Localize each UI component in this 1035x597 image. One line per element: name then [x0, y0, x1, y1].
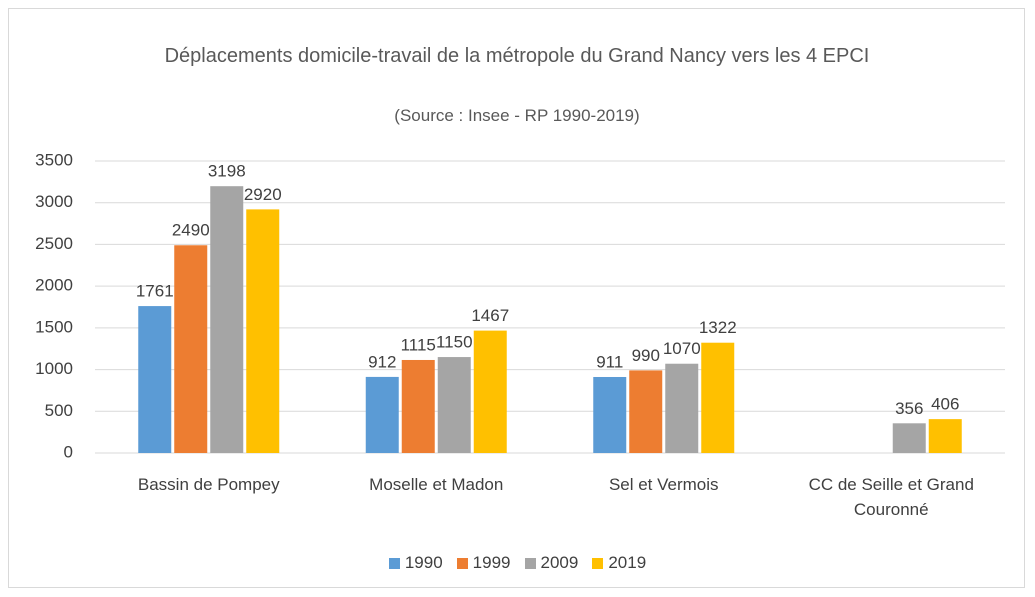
legend: 1990 1999 2009 2019 [0, 553, 1035, 573]
y-tick-label: 3500 [35, 150, 73, 169]
legend-label: 1990 [404, 553, 443, 572]
data-label: 2920 [244, 185, 282, 204]
legend-label: 1999 [472, 553, 511, 572]
data-label: 1150 [436, 333, 473, 352]
y-tick-label: 2500 [35, 234, 73, 253]
data-label: 1467 [471, 306, 509, 325]
x-tick-label: CC de Seille et Grand Couronné [808, 475, 974, 519]
x-tick-label: Moselle et Madon [369, 475, 504, 494]
bar [593, 376, 627, 453]
legend-label: 2009 [540, 553, 579, 572]
bar [629, 370, 663, 453]
chart-subtitle: (Source : Insee - RP 1990-2019) [394, 106, 640, 125]
bar [437, 357, 471, 453]
y-tick-label: 2000 [35, 276, 73, 295]
bar [665, 363, 699, 453]
data-label: 912 [368, 352, 396, 371]
y-tick-label: 1000 [35, 359, 73, 378]
bar [473, 330, 507, 453]
bar [138, 306, 172, 453]
legend-swatch [524, 557, 536, 569]
bar [365, 376, 399, 453]
legend-item: 1999 [456, 553, 511, 573]
data-label: 1070 [663, 339, 701, 358]
chart-frame [8, 8, 1025, 588]
data-label: 1322 [699, 318, 737, 337]
bar [401, 359, 435, 453]
legend-swatch [592, 557, 604, 569]
y-tick-label: 500 [45, 401, 73, 420]
legend-swatch [456, 557, 468, 569]
data-label: 356 [895, 399, 923, 418]
legend-swatch [388, 557, 400, 569]
legend-item: 2019 [592, 553, 646, 573]
bar [174, 245, 208, 453]
legend-item: 1990 [388, 553, 443, 573]
data-label: 3198 [208, 162, 246, 181]
legend-item: 2009 [524, 553, 579, 573]
x-tick-label: Sel et Vermois [608, 475, 719, 494]
data-label: 2490 [172, 221, 210, 240]
y-tick-label: 1500 [35, 317, 73, 336]
bar [246, 209, 280, 453]
data-label: 990 [632, 346, 660, 365]
data-label: 406 [931, 395, 959, 414]
y-tick-label: 0 [64, 442, 73, 461]
bar [210, 186, 244, 453]
bar [928, 419, 962, 453]
chart-title: Déplacements domicile-travail de la métr… [164, 45, 870, 67]
bar [892, 423, 926, 453]
data-label: 1115 [401, 335, 436, 354]
y-tick-label: 3000 [35, 192, 73, 211]
data-label: 911 [596, 352, 623, 371]
legend-label: 2019 [608, 553, 647, 572]
x-tick-label: Bassin de Pompey [137, 475, 280, 494]
bar [701, 342, 735, 453]
data-label: 1761 [136, 282, 174, 301]
